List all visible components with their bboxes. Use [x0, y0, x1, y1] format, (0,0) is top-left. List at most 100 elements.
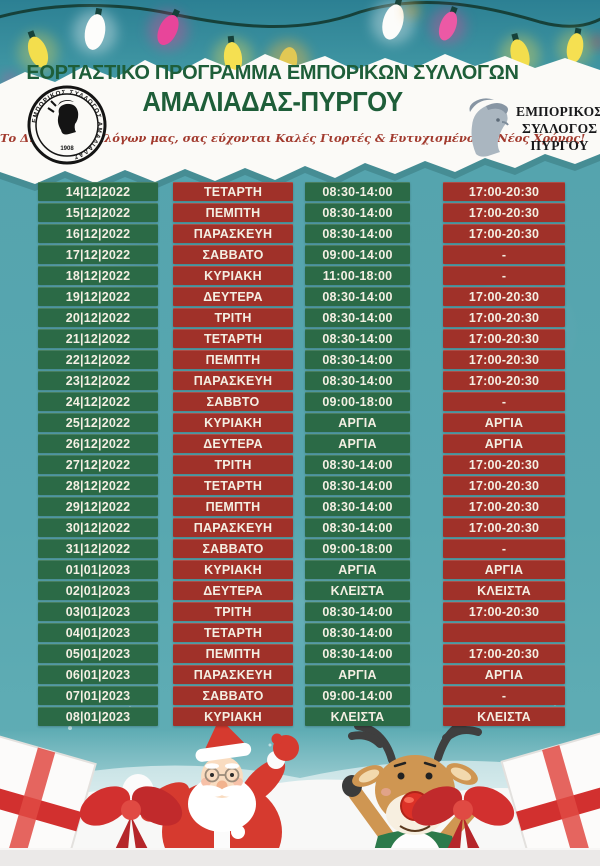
day-cell: ΔΕΥΤΕΡΑ [173, 581, 293, 600]
date-cell: 21|12|2022 [38, 329, 158, 348]
date-cell: 01|01|2023 [38, 560, 158, 579]
table-row: 15|12|2022 ΠΕΜΠΤΗ 08:30-14:00 17:00-20:30 [0, 203, 600, 222]
day-cell: ΤΕΤΑΡΤΗ [173, 476, 293, 495]
day-cell: ΤΡΙΤΗ [173, 308, 293, 327]
date-cell: 16|12|2022 [38, 224, 158, 243]
date-cell: 14|12|2022 [38, 182, 158, 201]
table-row: 30|12|2022 ΠΑΡΑΣΚΕΥΗ 08:30-14:00 17:00-20:3… [0, 518, 600, 537]
date-cell: 19|12|2022 [38, 287, 158, 306]
table-row: 14|12|2022 ΤΕΤΑΡΤΗ 08:30-14:00 17:00-20:30 [0, 182, 600, 201]
table-row: 04|01|2023 ΤΕΤΑΡΤΗ 08:30-14:00 [0, 623, 600, 642]
hermes-profile-icon [469, 98, 509, 157]
torn-paper-banner [0, 54, 600, 191]
emblem-year: 1908 [60, 146, 74, 152]
evening-hours-cell: 17:00-20:30 [443, 602, 565, 621]
date-cell: 04|01|2023 [38, 623, 158, 642]
morning-hours-cell: ΑΡΓΙΑ [305, 665, 410, 684]
evening-hours-cell: 17:00-20:30 [443, 182, 565, 201]
day-cell: ΤΕΤΑΡΤΗ [173, 182, 293, 201]
morning-hours-cell: 08:30-14:00 [305, 602, 410, 621]
table-row: 16|12|2022 ΠΑΡΑΣΚΕΥΗ 08:30-14:00 17:00-20:3… [0, 224, 600, 243]
table-row: 17|12|2022 ΣΑΒΒΑΤΟ 09:00-14:00 - [0, 245, 600, 264]
date-cell: 02|01|2023 [38, 581, 158, 600]
day-cell: ΣΑΒΒΑΤΟ [173, 539, 293, 558]
evening-hours-cell: 17:00-20:30 [443, 350, 565, 369]
pyrgos-logo-text: ΕΜΠΟΡΙΚΟΣ ΣΥΛΛΟΓΟΣ ΠΥΡΓΟΥ [516, 103, 600, 154]
day-cell: ΚΥΡΙΑΚΗ [173, 560, 293, 579]
day-cell: ΣΑΒΒΤΟ [173, 392, 293, 411]
day-cell: ΠΕΜΠΤΗ [173, 644, 293, 663]
day-cell: ΠΕΜΠΤΗ [173, 350, 293, 369]
morning-hours-cell: 09:00-14:00 [305, 686, 410, 705]
table-row: 19|12|2022 ΔΕΥΤΕΡΑ 08:30-14:00 17:00-20:30 [0, 287, 600, 306]
bow-left-icon [79, 786, 183, 857]
evening-hours-cell: 17:00-20:30 [443, 497, 565, 516]
morning-hours-cell: 08:30-14:00 [305, 644, 410, 663]
morning-hours-cell: 08:30-14:00 [305, 203, 410, 222]
table-row: 21|12|2022 ΤΕΤΑΡΤΗ 08:30-14:00 17:00-20:30 [0, 329, 600, 348]
date-cell: 25|12|2022 [38, 413, 158, 432]
table-row: 29|12|2022 ΠΕΜΠΤΗ 08:30-14:00 17:00-20:30 [0, 497, 600, 516]
morning-hours-cell: ΚΛΕΙΣΤΑ [305, 707, 410, 726]
evening-hours-cell: 17:00-20:30 [443, 644, 565, 663]
table-row: 06|01|2023 ΠΑΡΑΣΚΕΥΗ ΑΡΓΙΑ ΑΡΓΙΑ [0, 665, 600, 684]
evening-hours-cell: - [443, 392, 565, 411]
date-cell: 29|12|2022 [38, 497, 158, 516]
evening-hours-cell: ΑΡΓΙΑ [443, 434, 565, 453]
morning-hours-cell: 08:30-14:00 [305, 371, 410, 390]
date-cell: 31|12|2022 [38, 539, 158, 558]
evening-hours-cell: ΑΡΓΙΑ [443, 665, 565, 684]
table-row: 25|12|2022 ΚΥΡΙΑΚΗ ΑΡΓΙΑ ΑΡΓΙΑ [0, 413, 600, 432]
morning-hours-cell: 08:30-14:00 [305, 287, 410, 306]
morning-hours-cell: 08:30-14:00 [305, 518, 410, 537]
date-cell: 23|12|2022 [38, 371, 158, 390]
evening-hours-cell: - [443, 539, 565, 558]
table-row: 27|12|2022 ΤΡΙΤΗ 08:30-14:00 17:00-20:30 [0, 455, 600, 474]
day-cell: ΣΑΒΒΑΤΟ [173, 686, 293, 705]
day-cell: ΠΑΡΑΣΚΕΥΗ [173, 518, 293, 537]
table-row: 20|12|2022 ΤΡΙΤΗ 08:30-14:00 17:00-20:30 [0, 308, 600, 327]
schedule-table: 14|12|2022 ΤΕΤΑΡΤΗ 08:30-14:00 17:00-20:30 1… [0, 182, 600, 728]
date-cell: 24|12|2022 [38, 392, 158, 411]
morning-hours-cell: ΚΛΕΙΣΤΑ [305, 581, 410, 600]
date-cell: 20|12|2022 [38, 308, 158, 327]
wishes-script-text: Το Δ.Σ. των Συλλόγων μας, σας εύχονται Κ… [0, 131, 586, 145]
morning-hours-cell: 09:00-18:00 [305, 392, 410, 411]
day-cell: ΔΕΥΤΕΡΑ [173, 287, 293, 306]
poster-title-line1: ΕΟΡΤΑΣΤΙΚΟ ΠΡΟΓΡΑΜΜΑ ΕΜΠΟΡΙΚΩΝ ΣΥΛΛΟΓΩΝ [26, 62, 519, 84]
morning-hours-cell: 08:30-14:00 [305, 308, 410, 327]
day-cell: ΤΡΙΤΗ [173, 602, 293, 621]
day-cell: ΠΑΡΑΣΚΕΥΗ [173, 371, 293, 390]
morning-hours-cell: 09:00-14:00 [305, 245, 410, 264]
morning-hours-cell: 08:30-14:00 [305, 623, 410, 642]
date-cell: 03|01|2023 [38, 602, 158, 621]
table-row: 18|12|2022 ΚΥΡΙΑΚΗ 11:00-18:00 - [0, 266, 600, 285]
day-cell: ΤΕΤΑΡΤΗ [173, 329, 293, 348]
date-cell: 27|12|2022 [38, 455, 158, 474]
day-cell: ΚΥΡΙΑΚΗ [173, 413, 293, 432]
evening-hours-cell: ΑΡΓΙΑ [443, 560, 565, 579]
morning-hours-cell: 08:30-14:00 [305, 497, 410, 516]
morning-hours-cell: 08:30-14:00 [305, 182, 410, 201]
day-cell: ΠΕΜΠΤΗ [173, 497, 293, 516]
morning-hours-cell: 11:00-18:00 [305, 266, 410, 285]
evening-hours-cell: 17:00-20:30 [443, 203, 565, 222]
evening-hours-cell: 17:00-20:30 [443, 371, 565, 390]
day-cell: ΠΕΜΠΤΗ [173, 203, 293, 222]
table-row: 02|01|2023 ΔΕΥΤΕΡΑ ΚΛΕΙΣΤΑ ΚΛΕΙΣΤΑ [0, 581, 600, 600]
bow-right-icon [411, 786, 515, 857]
morning-hours-cell: ΑΡΓΙΑ [305, 413, 410, 432]
morning-hours-cell: ΑΡΓΙΑ [305, 560, 410, 579]
morning-hours-cell: 08:30-14:00 [305, 224, 410, 243]
table-row: 23|12|2022 ΠΑΡΑΣΚΕΥΗ 08:30-14:00 17:00-20:3… [0, 371, 600, 390]
evening-hours-cell: 17:00-20:30 [443, 518, 565, 537]
morning-hours-cell: 08:30-14:00 [305, 476, 410, 495]
header: ΕΟΡΤΑΣΤΙΚΟ ΠΡΟΓΡΑΜΜΑ ΕΜΠΟΡΙΚΩΝ ΣΥΛΛΟΓΩΝ … [0, 0, 600, 185]
table-row: 26|12|2022 ΔΕΥΤΕΡΑ ΑΡΓΙΑ ΑΡΓΙΑ [0, 434, 600, 453]
date-cell: 15|12|2022 [38, 203, 158, 222]
date-cell: 08|01|2023 [38, 707, 158, 726]
day-cell: ΤΕΤΑΡΤΗ [173, 623, 293, 642]
table-row: 22|12|2022 ΠΕΜΠΤΗ 08:30-14:00 17:00-20:30 [0, 350, 600, 369]
poster-title-line2: ΑΜΑΛΙΑΔΑΣ-ΠΥΡΓΟΥ [142, 86, 403, 117]
